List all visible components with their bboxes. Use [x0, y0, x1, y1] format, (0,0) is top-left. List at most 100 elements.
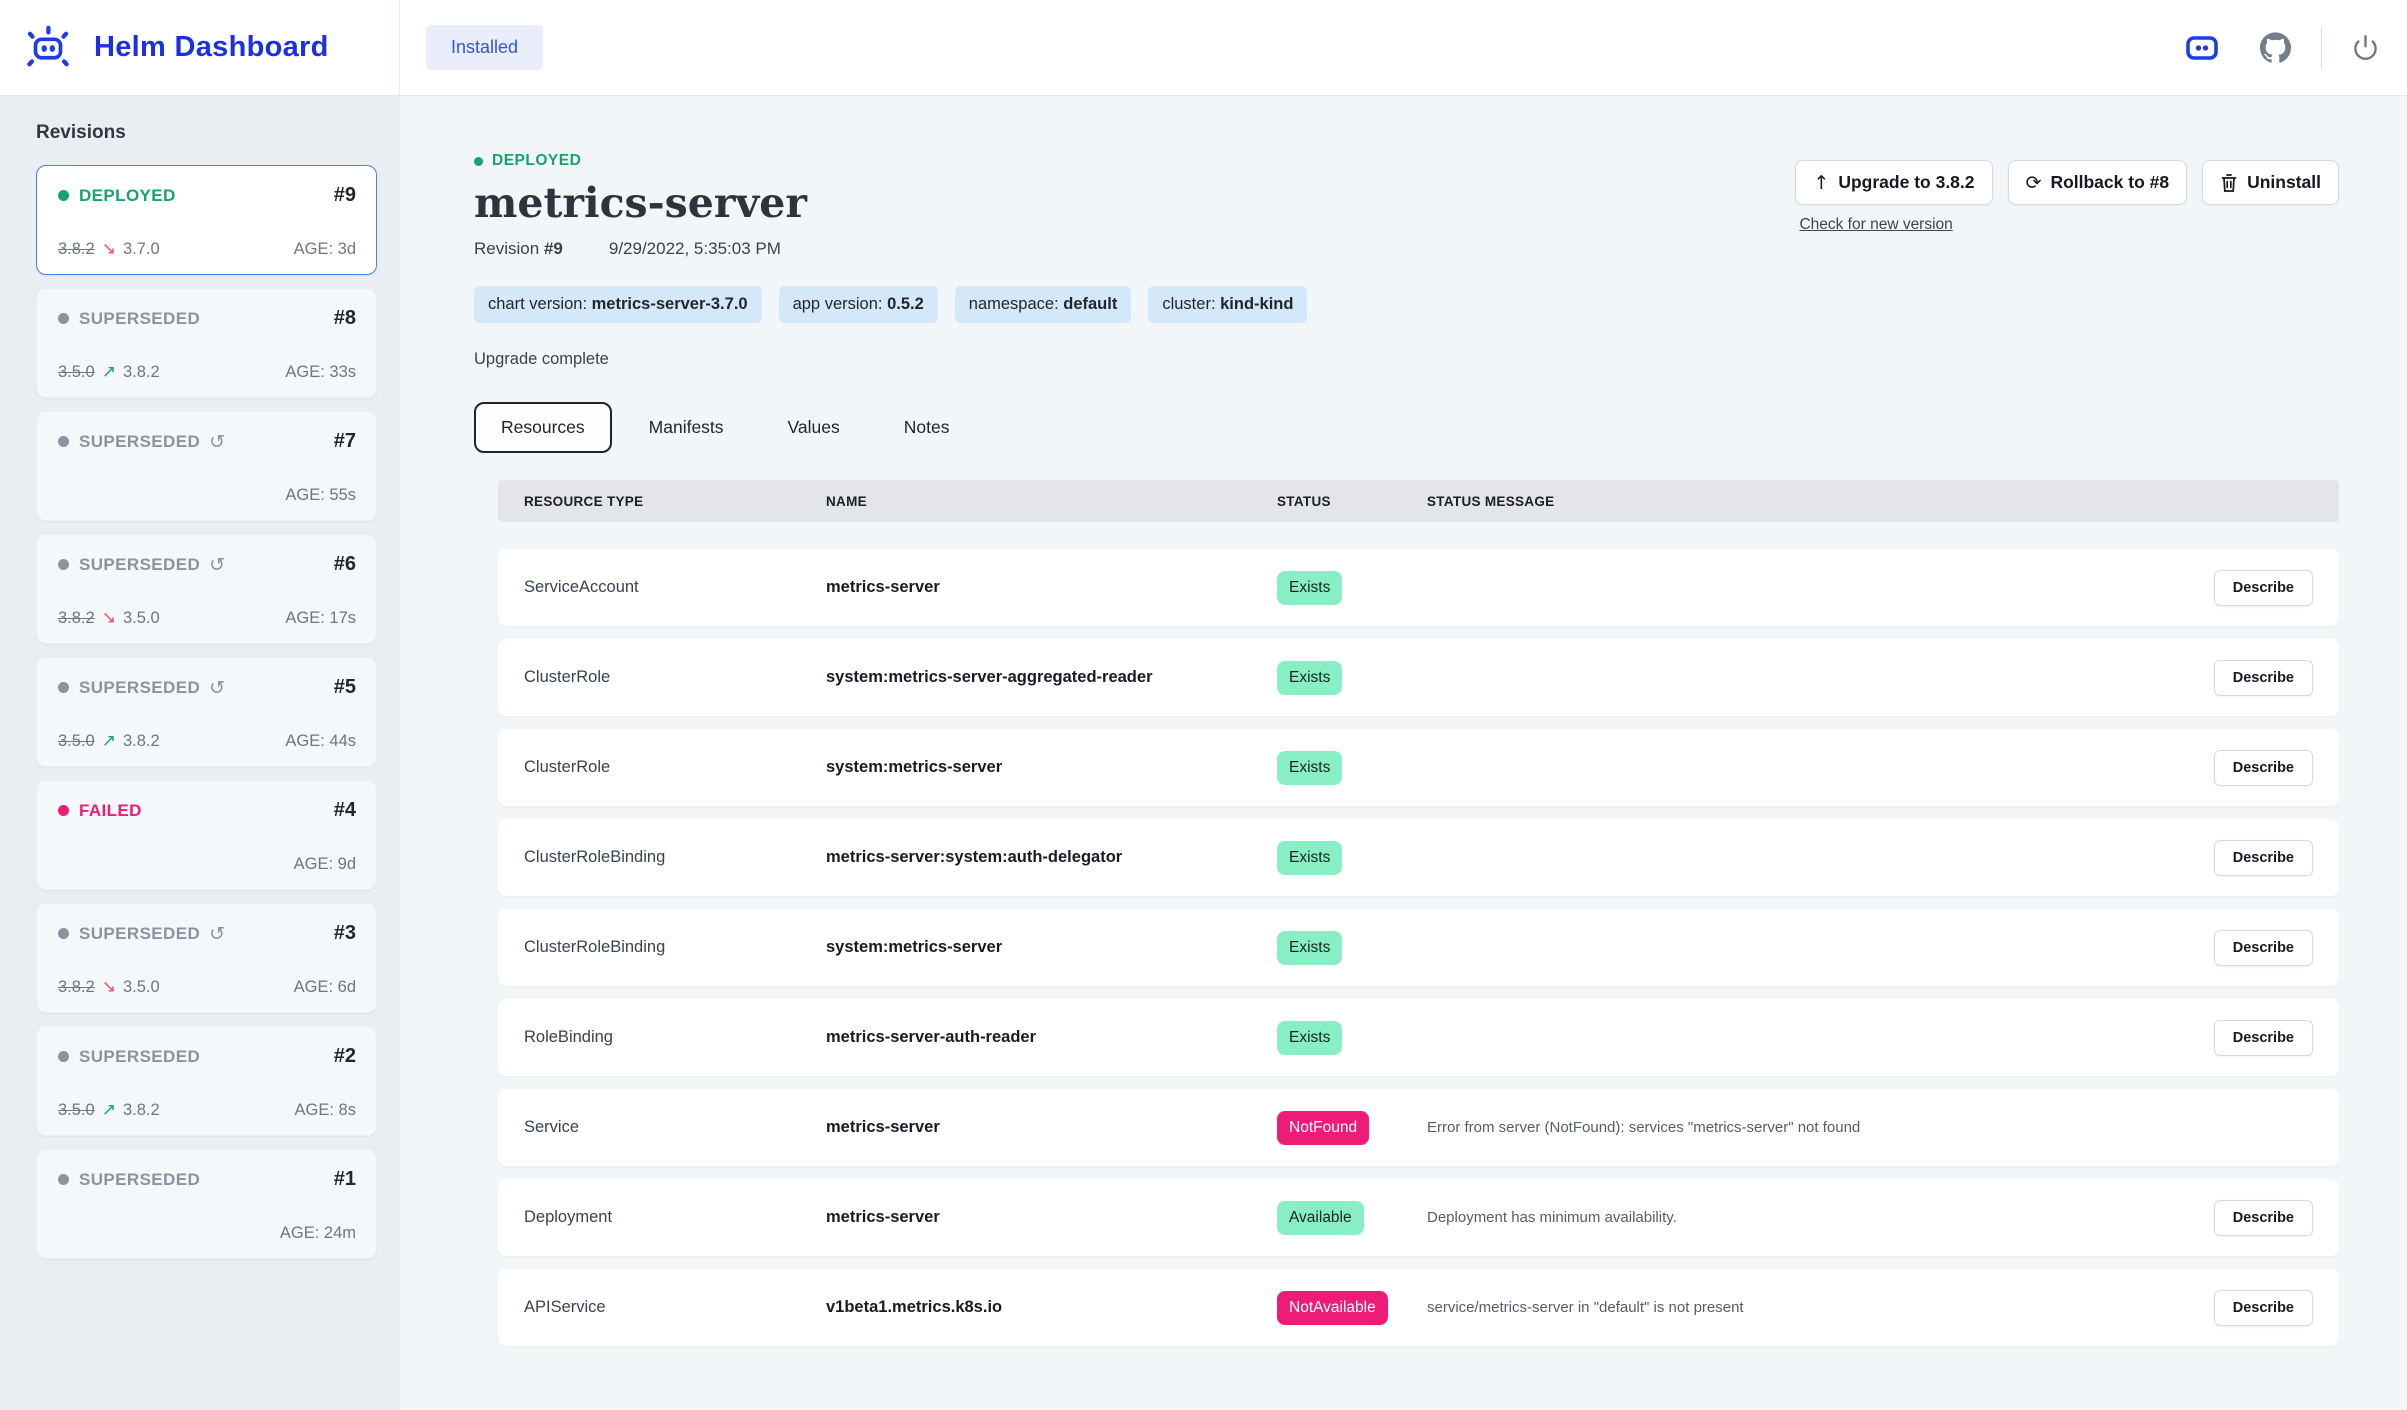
uninstall-button[interactable]: Uninstall [2202, 160, 2339, 205]
revision-age: AGE: 8s [294, 1100, 356, 1119]
revision-card[interactable]: SUPERSEDED ↺ #5 3.5.0 ↗ 3.8.2 AGE: 44s [36, 657, 377, 767]
revision-version-change: 3.5.0 ↗ 3.8.2 AGE: 44s [58, 731, 356, 751]
old-version: 3.8.2 [58, 608, 95, 627]
status-badge: NotAvailable [1277, 1290, 1388, 1325]
resource-type-cell: ClusterRole [524, 668, 611, 687]
describe-button[interactable]: Describe [2213, 1289, 2313, 1326]
revision-version-change: 3.5.0 ↗ 3.8.2 AGE: 33s [58, 362, 356, 382]
table-row: Service metrics-server NotFound Error fr… [498, 1089, 2339, 1167]
resource-type-cell: ServiceAccount [524, 578, 639, 597]
old-version: 3.5.0 [58, 362, 95, 381]
version-arrow-icon: ↘ [101, 977, 116, 997]
revision-version-change: 3.8.2 ↘ 3.7.0 AGE: 3d [58, 239, 356, 259]
revision-age: AGE: 6d [293, 977, 356, 996]
revision-status-label: SUPERSEDED [79, 554, 201, 574]
app-version-chip: app version: 0.5.2 [778, 286, 938, 324]
robot-logo-icon [22, 22, 74, 74]
tab-manifests[interactable]: Manifests [648, 417, 724, 438]
old-version: 3.8.2 [58, 977, 95, 996]
describe-button[interactable]: Describe [2213, 659, 2313, 696]
revision-number: #6 [333, 553, 356, 575]
new-version: 3.8.2 [122, 731, 160, 750]
tab-notes[interactable]: Notes [903, 417, 950, 438]
release-meta-chips: chart version: metrics-server-3.7.0 app … [474, 286, 2339, 324]
github-icon[interactable] [2260, 32, 2291, 63]
revision-version-change: 3.5.0 ↗ 3.8.2 AGE: 8s [58, 1100, 356, 1120]
power-icon[interactable] [2352, 34, 2379, 61]
revision-status-dot-icon [58, 559, 69, 570]
local-cluster-robot-icon[interactable] [2186, 35, 2218, 60]
resource-name-cell: metrics-server [826, 1118, 940, 1137]
describe-button[interactable]: Describe [2213, 1019, 2313, 1056]
resource-type-cell: ClusterRoleBinding [524, 848, 666, 867]
describe-button[interactable]: Describe [2213, 839, 2313, 876]
resource-name-cell: v1beta1.metrics.k8s.io [826, 1298, 1003, 1317]
release-status-text: Upgrade complete [474, 350, 609, 369]
status-badge: NotFound [1277, 1110, 1370, 1145]
version-arrow-icon: ↘ [101, 239, 116, 259]
revision-status-dot-icon [58, 313, 69, 324]
upgrade-button[interactable]: ↑ Upgrade to 3.8.2 [1795, 160, 1993, 205]
resource-type-cell: ClusterRoleBinding [524, 938, 666, 957]
table-row: APIService v1beta1.metrics.k8s.io NotAva… [498, 1269, 2339, 1347]
status-badge: Available [1277, 1200, 1364, 1235]
revision-number: #2 [333, 1045, 356, 1067]
revision-status-dot-icon [58, 1051, 69, 1062]
revision-card[interactable]: SUPERSEDED ↺ #7 AGE: 55s [36, 411, 377, 521]
table-row: ClusterRoleBinding metrics-server:system… [498, 819, 2339, 897]
resource-type-cell: ClusterRole [524, 758, 611, 777]
revision-card[interactable]: DEPLOYED #9 3.8.2 ↘ 3.7.0 AGE: 3d [36, 165, 377, 275]
rollback-button[interactable]: ⟳ Rollback to #8 [2007, 160, 2188, 205]
table-header-row: RESOURCE TYPE NAME STATUS STATUS MESSAGE [498, 480, 2339, 523]
revision-status-label: SUPERSEDED [79, 308, 201, 328]
resource-name-cell: metrics-server [826, 578, 940, 597]
app-logo[interactable]: Helm Dashboard [0, 0, 400, 95]
header-divider [2321, 26, 2322, 69]
installed-nav-button[interactable]: Installed [426, 25, 544, 70]
status-badge: Exists [1277, 570, 1343, 605]
check-new-version-link[interactable]: Check for new version [1799, 216, 1953, 233]
rollback-indicator-icon: ↺ [209, 676, 226, 699]
revision-version-change: AGE: 9d [58, 854, 356, 874]
revision-card[interactable]: SUPERSEDED ↺ #3 3.8.2 ↘ 3.5.0 AGE: 6d [36, 903, 377, 1013]
arrow-up-icon: ↑ [1813, 171, 1830, 194]
revision-version-change: 3.8.2 ↘ 3.5.0 AGE: 17s [58, 608, 356, 628]
table-row: ClusterRoleBinding system:metrics-server… [498, 909, 2339, 987]
revision-version-change: AGE: 55s [58, 485, 356, 505]
revision-card[interactable]: SUPERSEDED #8 3.5.0 ↗ 3.8.2 AGE: 33s [36, 288, 377, 398]
release-title: metrics-server [474, 179, 807, 227]
top-header: Helm Dashboard Installed [0, 0, 2407, 96]
describe-button[interactable]: Describe [2213, 929, 2313, 966]
revision-status-dot-icon [58, 190, 69, 201]
revision-status-label: SUPERSEDED [79, 923, 201, 943]
resource-name-cell: metrics-server-auth-reader [826, 1028, 1037, 1047]
revision-card[interactable]: FAILED #4 AGE: 9d [36, 780, 377, 890]
resources-table: RESOURCE TYPE NAME STATUS STATUS MESSAGE… [498, 480, 2339, 1347]
col-name: NAME [826, 493, 867, 509]
revisions-title: Revisions [36, 122, 126, 143]
revision-card[interactable]: SUPERSEDED ↺ #6 3.8.2 ↘ 3.5.0 AGE: 17s [36, 534, 377, 644]
revision-status-label: FAILED [79, 800, 142, 820]
describe-button[interactable]: Describe [2213, 569, 2313, 606]
col-resource-type: RESOURCE TYPE [524, 493, 644, 509]
old-version: 3.5.0 [58, 731, 95, 750]
rollback-indicator-icon: ↺ [209, 922, 226, 945]
revision-age: AGE: 44s [285, 731, 356, 750]
version-arrow-icon: ↗ [101, 731, 116, 751]
resource-name-cell: system:metrics-server [826, 938, 1003, 957]
rollback-indicator-icon: ↺ [209, 553, 226, 576]
new-version: 3.5.0 [122, 608, 160, 627]
describe-button[interactable]: Describe [2213, 749, 2313, 786]
revision-status-label: DEPLOYED [79, 185, 176, 205]
revisions-list: DEPLOYED #9 3.8.2 ↘ 3.7.0 AGE: 3d SUPERS… [36, 165, 377, 1259]
tab-values[interactable]: Values [787, 417, 840, 438]
revision-card[interactable]: SUPERSEDED #1 AGE: 24m [36, 1149, 377, 1259]
describe-button[interactable]: Describe [2213, 1199, 2313, 1236]
rollback-icon: ⟳ [2025, 171, 2042, 194]
revision-card[interactable]: SUPERSEDED #2 3.5.0 ↗ 3.8.2 AGE: 8s [36, 1026, 377, 1136]
tab-resources[interactable]: Resources [474, 402, 612, 454]
revision-age: AGE: 33s [285, 362, 356, 381]
revision-age: AGE: 55s [285, 485, 356, 504]
resource-type-cell: APIService [524, 1298, 606, 1317]
